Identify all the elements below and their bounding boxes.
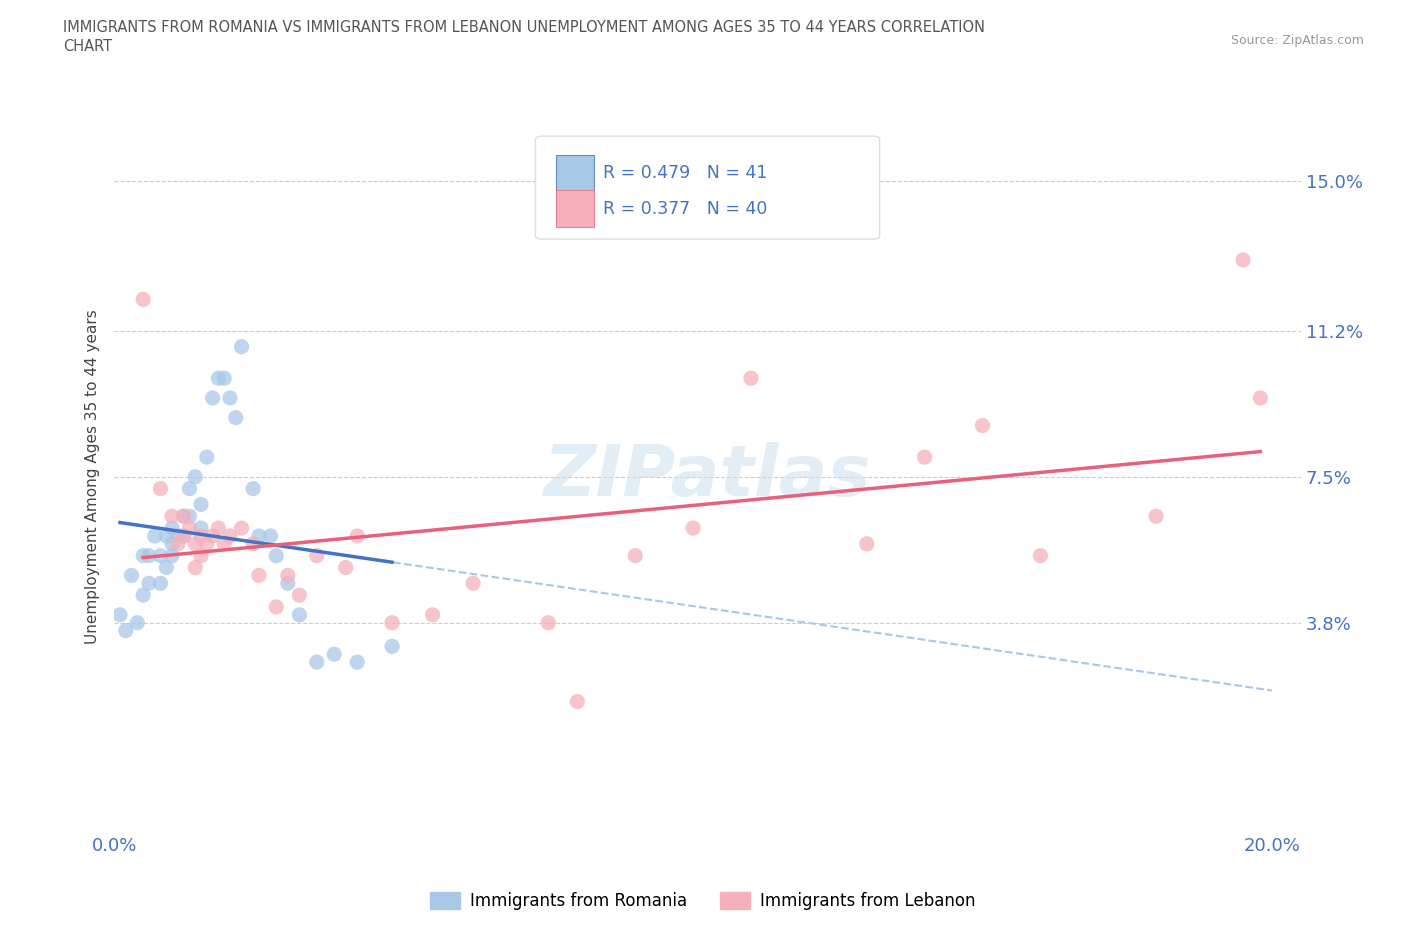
Point <box>201 528 224 543</box>
Point <box>132 292 155 307</box>
Point <box>184 470 207 485</box>
Point <box>149 481 172 496</box>
Point <box>305 549 328 564</box>
Point <box>190 521 212 536</box>
Point <box>914 450 936 465</box>
Y-axis label: Unemployment Among Ages 35 to 44 years: Unemployment Among Ages 35 to 44 years <box>86 310 100 644</box>
Point <box>149 549 172 564</box>
Point <box>143 528 166 543</box>
Text: ZIPatlas: ZIPatlas <box>544 443 872 512</box>
Point <box>247 528 270 543</box>
Point <box>277 568 299 583</box>
Point <box>1249 391 1271 405</box>
Point <box>184 560 207 575</box>
Point <box>201 391 224 405</box>
Point <box>138 549 160 564</box>
Point <box>1144 509 1167 524</box>
Point <box>346 655 368 670</box>
Point <box>160 509 183 524</box>
Point <box>242 481 264 496</box>
Point <box>225 410 247 425</box>
Point <box>160 537 183 551</box>
Point <box>381 616 404 631</box>
Point <box>167 528 190 543</box>
FancyBboxPatch shape <box>536 136 880 239</box>
Point <box>740 371 762 386</box>
Point <box>231 339 253 354</box>
Point <box>179 521 201 536</box>
Point <box>212 371 235 386</box>
Point <box>195 450 218 465</box>
Point <box>212 537 235 551</box>
Point <box>537 616 560 631</box>
Point <box>184 537 207 551</box>
Point <box>190 497 212 512</box>
Point <box>855 537 877 551</box>
Legend: Immigrants from Romania, Immigrants from Lebanon: Immigrants from Romania, Immigrants from… <box>423 885 983 917</box>
Point <box>682 521 704 536</box>
Point <box>190 528 212 543</box>
Point <box>160 549 183 564</box>
Point <box>160 521 183 536</box>
Point <box>259 528 281 543</box>
Point <box>264 549 287 564</box>
Point <box>108 607 131 622</box>
Point <box>207 521 229 536</box>
Point <box>264 600 287 615</box>
Point <box>219 528 242 543</box>
Point <box>231 521 253 536</box>
Point <box>288 588 311 603</box>
Point <box>173 509 195 524</box>
Point <box>190 549 212 564</box>
Point <box>381 639 404 654</box>
Point <box>155 528 177 543</box>
Point <box>1232 253 1254 268</box>
Text: Source: ZipAtlas.com: Source: ZipAtlas.com <box>1230 34 1364 47</box>
Point <box>149 576 172 591</box>
Point <box>179 509 201 524</box>
Point <box>288 607 311 622</box>
Text: CHART: CHART <box>63 39 112 54</box>
Point <box>173 528 195 543</box>
Text: R = 0.479   N = 41: R = 0.479 N = 41 <box>603 165 768 182</box>
Point <box>195 537 218 551</box>
Point <box>461 576 484 591</box>
Point <box>567 694 589 709</box>
Point <box>247 568 270 583</box>
Point <box>972 418 994 433</box>
Point <box>167 537 190 551</box>
Point <box>277 576 299 591</box>
Text: R = 0.377   N = 40: R = 0.377 N = 40 <box>603 200 768 218</box>
Point <box>346 528 368 543</box>
Point <box>127 616 149 631</box>
Point <box>207 371 229 386</box>
Point <box>114 623 136 638</box>
Point <box>624 549 647 564</box>
FancyBboxPatch shape <box>555 191 593 227</box>
Point <box>138 576 160 591</box>
Point <box>132 588 155 603</box>
Point <box>173 509 195 524</box>
FancyBboxPatch shape <box>555 154 593 192</box>
Point <box>242 537 264 551</box>
Point <box>323 646 346 661</box>
Point <box>422 607 444 622</box>
Point <box>173 528 195 543</box>
Point <box>179 481 201 496</box>
Point <box>121 568 143 583</box>
Point <box>132 549 155 564</box>
Point <box>1029 549 1052 564</box>
Point <box>335 560 357 575</box>
Point <box>219 391 242 405</box>
Point <box>155 560 177 575</box>
Text: IMMIGRANTS FROM ROMANIA VS IMMIGRANTS FROM LEBANON UNEMPLOYMENT AMONG AGES 35 TO: IMMIGRANTS FROM ROMANIA VS IMMIGRANTS FR… <box>63 20 986 35</box>
Point <box>305 655 328 670</box>
